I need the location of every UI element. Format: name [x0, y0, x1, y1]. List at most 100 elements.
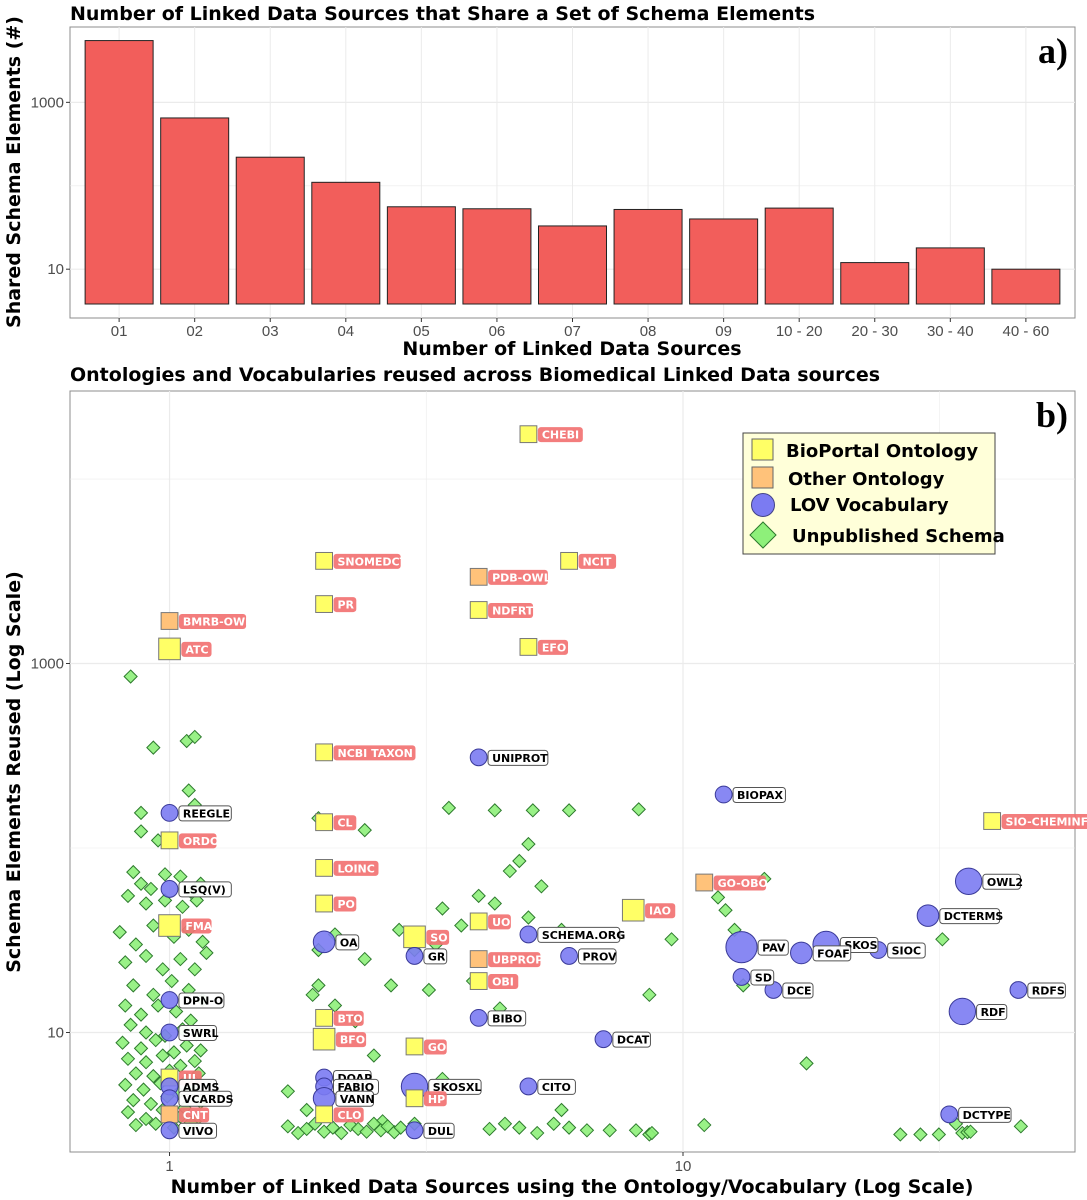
label-vcards: VCARDS — [183, 1093, 234, 1106]
unpublished-schema-point — [187, 1053, 203, 1069]
bar-chart-panel: Number of Linked Data Sources that Share… — [3, 3, 1076, 360]
label-schema-org: SCHEMA.ORG — [542, 929, 625, 942]
label-cito: CITO — [542, 1081, 571, 1094]
label-biopax: BIOPAX — [737, 789, 783, 802]
unpublished-schema-point — [963, 1124, 978, 1139]
label-box-cl — [333, 815, 357, 831]
unpublished-schema-point — [118, 1077, 133, 1093]
label-reegle: REEGLE — [183, 807, 230, 820]
label-bfo: BFO — [340, 1034, 365, 1047]
unpublished-schema-point — [644, 1125, 660, 1141]
unpublished-schema-point — [133, 876, 149, 891]
scatter-x-axis-title: Number of Linked Data Sources using the … — [171, 1176, 974, 1198]
point-dcat — [594, 1030, 613, 1049]
point-sd — [732, 968, 751, 986]
bar-x-tick-label: 30 - 40 — [927, 323, 974, 340]
label-box-vann — [335, 1090, 374, 1107]
label-chebi: CHEBI — [542, 429, 579, 442]
label-box-go — [423, 1039, 447, 1055]
point-chebi — [519, 425, 538, 444]
unpublished-schema-point — [164, 973, 179, 989]
unpublished-schema-point — [118, 998, 133, 1013]
bar-x-tick-label: 20 - 30 — [851, 323, 898, 340]
bar-x-tick-label: 09 — [715, 323, 732, 340]
unpublished-schema-point — [631, 802, 646, 817]
unpublished-schema-point — [393, 1120, 408, 1135]
label-rdf: RDF — [981, 1006, 1006, 1019]
point-bibo — [469, 1008, 488, 1027]
label-box-pr — [333, 597, 357, 613]
point-po — [315, 894, 333, 913]
legend-other-label: Other Ontology — [788, 469, 945, 490]
bar-x-tick-label: 07 — [564, 323, 581, 340]
unpublished-schema-point — [138, 1111, 154, 1127]
bar-x-tick-label: 03 — [262, 323, 279, 340]
point-ncit — [560, 551, 578, 570]
label-box-ndfrt — [488, 603, 534, 619]
label-dul: DUL — [428, 1125, 453, 1138]
label-uniprot: UNIPROT — [492, 752, 548, 765]
unpublished-schema-point — [143, 1096, 159, 1112]
point-so — [403, 925, 426, 949]
legend-lov-symbol — [751, 493, 775, 517]
label-box-bto — [333, 1010, 364, 1026]
label-box-swrl — [178, 1024, 218, 1041]
point-ubprop — [469, 950, 488, 968]
point-snomedct — [315, 551, 333, 570]
label-box-vivo — [178, 1122, 218, 1139]
label-box-go-obo — [713, 875, 767, 891]
label-clo: CLO — [337, 1109, 361, 1122]
label-sd: SD — [755, 971, 772, 984]
unpublished-schema-point — [280, 1084, 296, 1099]
point-schema-org — [519, 925, 538, 944]
unpublished-schema-point — [579, 1123, 595, 1138]
point-loinc — [315, 859, 333, 877]
unpublished-schema-point — [120, 888, 136, 904]
label-cnt: CNT — [183, 1109, 208, 1122]
label-box-obi — [488, 974, 519, 990]
label-box-chebi — [537, 427, 583, 443]
label-box-pav — [757, 939, 789, 956]
unpublished-schema-point — [175, 899, 190, 915]
point-go-obo — [695, 873, 714, 892]
label-loinc: LOINC — [337, 862, 374, 875]
label-box-ubprop — [488, 952, 541, 968]
label-box-uniprot — [487, 749, 549, 766]
label-ndfrt: NDFRT — [492, 605, 534, 618]
label-sioc: SIOC — [892, 944, 921, 957]
unpublished-schema-point — [421, 982, 437, 998]
label-ubprop: UBPROP — [492, 954, 543, 967]
unpublished-schema-point — [146, 918, 161, 933]
label-box-pdb-owl — [488, 569, 548, 585]
unpublished-schema-point — [497, 1116, 513, 1131]
label-box-sd — [750, 969, 775, 986]
unpublished-schema-point — [642, 987, 657, 1003]
point-fma — [158, 914, 181, 937]
point-sio-cheminf — [983, 812, 1002, 830]
bar-x-tick-label: 06 — [489, 323, 506, 340]
unpublished-schema-point — [357, 951, 372, 967]
panel-label-a: a) — [1038, 31, 1068, 71]
label-efo: EFO — [542, 641, 566, 654]
point-clo — [315, 1105, 333, 1124]
bar-04 — [311, 181, 381, 305]
point-pdb-owl — [469, 567, 488, 586]
label-swrl: SWRL — [183, 1027, 219, 1040]
label-box-rdfs — [1027, 982, 1066, 999]
point-iao — [621, 898, 645, 922]
label-bibo: BIBO — [492, 1012, 522, 1025]
label-hp: HP — [428, 1093, 445, 1106]
unpublished-schema-point — [359, 1124, 374, 1139]
unpublished-schema-point — [512, 853, 527, 869]
label-box-ncit — [578, 553, 617, 569]
point-atc — [158, 637, 181, 661]
unpublished-schema-point — [157, 867, 173, 882]
point-oa — [312, 930, 336, 954]
label-box-po — [333, 896, 357, 912]
point-pav — [725, 931, 758, 964]
legend: BioPortal Ontology Other Ontology LOV Vo… — [742, 432, 1005, 555]
legend-lov-label: LOV Vocabulary — [790, 495, 949, 516]
label-owl2: OWL2 — [987, 876, 1023, 889]
bar-x-axis-title: Number of Linked Data Sources — [402, 338, 741, 360]
scatter-x-tick-label: 1 — [165, 1158, 173, 1175]
